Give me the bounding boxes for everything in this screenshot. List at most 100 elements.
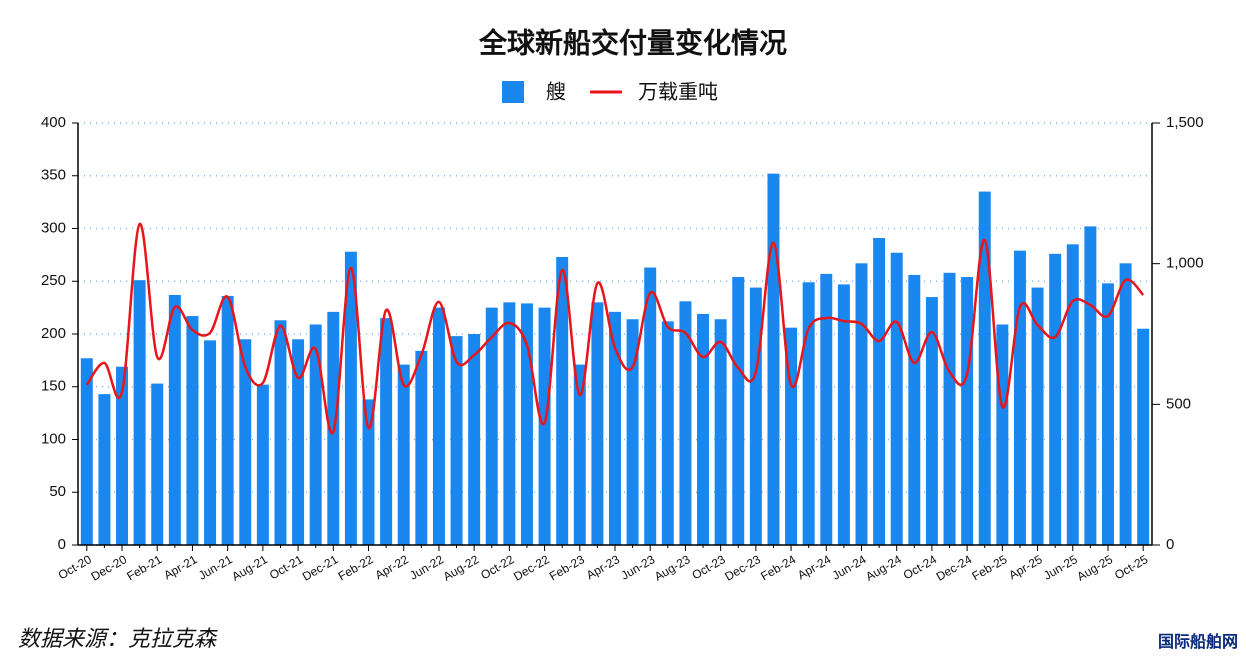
line: [85, 222, 1145, 435]
bar: [855, 263, 868, 545]
bar: [609, 311, 621, 545]
bar: [556, 256, 569, 545]
bar: [908, 274, 921, 545]
bar: [186, 316, 199, 545]
y-tick-label: 100: [41, 430, 66, 447]
bar: [415, 350, 428, 545]
x-tick-label: Dec-24: [934, 552, 975, 584]
bar: [256, 384, 269, 545]
bar: [802, 282, 815, 545]
bar: [468, 334, 481, 545]
bar: [661, 321, 674, 545]
bar: [397, 364, 410, 545]
x-tick-label: Feb-22: [336, 552, 376, 583]
bar: [362, 399, 375, 545]
x-tick-label: Dec-22: [511, 552, 552, 584]
bar: [714, 319, 727, 545]
y-tick-label: 300: [41, 219, 66, 236]
bar: [221, 296, 234, 545]
y2-tick-label: 1,000: [1166, 255, 1204, 272]
bar: [503, 302, 516, 545]
bar: [820, 273, 833, 545]
y-tick-label: 350: [41, 167, 66, 184]
x-tick-label: Apr-21: [161, 552, 199, 582]
x-tick-label: Dec-23: [722, 552, 763, 584]
x-tick-label: Aug-24: [863, 552, 904, 584]
bar: [785, 327, 798, 545]
bar: [644, 267, 657, 545]
bar: [767, 173, 780, 545]
bar: [1031, 287, 1044, 545]
legend-swatch: [502, 81, 524, 103]
y2-tick-label: 1,500: [1166, 114, 1204, 131]
x-tick-label: Feb-25: [969, 552, 1009, 583]
bar: [873, 237, 886, 545]
x-tick-label: Apr-25: [1006, 552, 1044, 582]
x-tick-label: Jun-21: [196, 552, 235, 583]
bar: [1066, 244, 1079, 545]
bar: [925, 297, 938, 545]
bar: [679, 301, 692, 545]
bar: [344, 251, 357, 545]
bar: [837, 284, 850, 545]
bar: [520, 303, 533, 545]
x-tick-label: Apr-23: [584, 552, 622, 582]
y2-tick-label: 0: [1166, 536, 1174, 553]
x-tick-label: Oct-20: [56, 552, 94, 582]
bar: [732, 277, 745, 545]
y-tick-label: 150: [41, 378, 66, 395]
bar: [749, 287, 762, 545]
bar: [151, 383, 164, 545]
bar: [309, 324, 322, 545]
y2-tick-label: 500: [1166, 395, 1191, 412]
bar: [80, 358, 93, 545]
bar: [573, 364, 586, 545]
bar: [1137, 328, 1150, 545]
bar: [204, 340, 217, 545]
x-tick-label: Oct-23: [690, 552, 728, 582]
x-tick-label: Oct-25: [1112, 552, 1150, 582]
chart-title: 全球新船交付量变化情况: [478, 27, 787, 60]
x-tick-label: Jun-22: [407, 552, 446, 583]
x-tick-label: Jun-25: [1041, 552, 1080, 583]
bar: [1101, 283, 1114, 545]
x-tick-label: Feb-24: [758, 552, 798, 583]
x-tick-label: Aug-22: [441, 552, 482, 584]
x-tick-label: Aug-25: [1075, 552, 1116, 584]
x-tick-label: Oct-21: [267, 552, 305, 582]
bar: [450, 336, 463, 545]
bar: [485, 307, 498, 545]
bar: [890, 252, 903, 545]
bar: [961, 277, 974, 545]
bar: [1119, 263, 1132, 545]
x-tick-label: Aug-21: [229, 552, 270, 584]
source-note: 数据来源：克拉克森: [18, 627, 218, 652]
bar: [943, 272, 956, 545]
y-tick-label: 50: [49, 483, 66, 500]
x-tick-label: Jun-23: [619, 552, 658, 583]
bar: [380, 318, 393, 545]
x-tick-label: Dec-21: [300, 552, 341, 584]
x-tick-label: Apr-24: [795, 552, 833, 582]
bar: [133, 280, 146, 545]
x-tick-label: Feb-21: [124, 552, 164, 583]
bar: [239, 339, 252, 545]
y-tick-label: 400: [41, 114, 66, 131]
x-tick-label: Oct-22: [478, 552, 516, 582]
bar: [432, 307, 445, 545]
bar: [697, 313, 710, 545]
x-tick-label: Aug-23: [652, 552, 693, 584]
x-tick-label: Dec-20: [89, 552, 130, 584]
x-tick-label: Jun-24: [830, 552, 869, 583]
bar: [98, 394, 111, 545]
bar: [116, 366, 129, 545]
x-tick-label: Oct-24: [901, 552, 939, 582]
watermark: 国际船舶网: [1158, 632, 1238, 651]
bar: [978, 191, 991, 545]
bar: [1084, 226, 1097, 545]
legend-label: 艘: [546, 80, 566, 104]
y-tick-label: 250: [41, 272, 66, 289]
bar: [168, 294, 181, 545]
bar: [1013, 250, 1026, 545]
